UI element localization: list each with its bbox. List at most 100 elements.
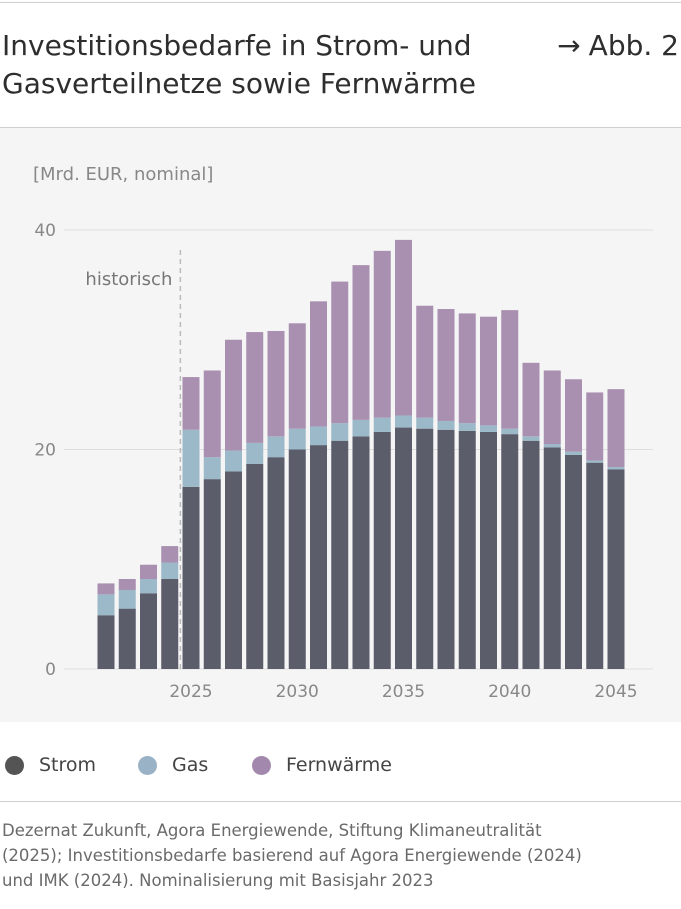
chart-title: Investitionsbedarfe in Strom- und Gasver… [2,27,542,103]
bar-segment-gas [395,415,412,428]
bar-segment-fernwrme [267,330,285,437]
bar-segment-gas [480,425,497,432]
bar-segment-strom [501,434,519,669]
bar-segment-gas [118,589,136,609]
source-divider [0,801,681,802]
bar-segment-fernwrme [288,323,306,429]
bar-segment-fernwrme [246,332,264,443]
bar-segment-gas [310,426,327,446]
bar-segment-gas [352,419,370,437]
bar-segment-strom [586,462,604,669]
bar-segment-fernwrme [395,239,412,416]
source-line-2: (2025); Investitionsbedarfe basierend au… [2,846,582,865]
bar-segment-gas [331,423,349,441]
x-tick-label: 2025 [169,682,212,702]
bar-segment-strom [543,447,561,669]
bar-segment-strom [607,469,625,669]
bar-segment-strom [161,579,179,669]
bar-segment-strom [310,445,327,669]
legend-swatch-fernwaerme [252,755,271,775]
header-divider [0,127,681,128]
figure-number: Abb. 2 [588,29,679,62]
bar-segment-strom [437,429,455,669]
bar-segment-strom [140,593,157,669]
legend-label-strom: Strom [39,754,97,776]
legend-swatch-gas [138,755,157,775]
bar-segment-strom [182,486,200,669]
bar-segment-fernwrme [310,301,327,427]
bar-segment-fernwrme [480,316,497,426]
source-note: Dezernat Zukunft, Agora Energiewende, St… [2,818,672,893]
y-unit-label: [Mrd. EUR, nominal] [33,164,213,185]
bar-segment-fernwrme [437,309,455,421]
source-line-1: Dezernat Zukunft, Agora Energiewende, St… [2,821,542,840]
x-tick-label: 2040 [488,682,531,702]
bar-segment-strom [246,463,264,669]
bar-segment-fernwrme [97,583,115,595]
legend-label-fernwaerme: Fernwärme [286,754,392,776]
bar-segment-gas [543,444,561,448]
bar-segment-fernwrme [373,250,391,418]
bar-segment-gas [373,417,391,432]
bar-segment-gas [522,436,540,441]
y-tick-label: 40 [34,221,56,241]
x-tick-label: 2035 [382,682,425,702]
bar-segment-strom [480,431,497,669]
legend-item-strom: Strom [5,745,96,785]
bar-segment-fernwrme [565,379,582,452]
legend: Strom Gas Fernwärme [0,745,681,785]
bar-segment-fernwrme [522,362,540,437]
bar-segment-strom [395,427,412,669]
legend-label-gas: Gas [172,754,209,776]
chart-panel: [Mrd. EUR, nominal] 0 20 40 historisch 2025 20… [0,128,681,722]
bar-segment-gas [203,457,221,480]
arrow-right-icon: → [557,29,581,62]
figure-reference: → Abb. 2 [557,27,679,65]
legend-item-gas: Gas [138,745,208,785]
bar-segment-fernwrme [331,281,349,424]
bar-segment-gas [161,562,179,580]
x-tick-label: 2045 [594,682,637,702]
bar-segment-gas [458,423,476,431]
bar-segment-strom [565,454,582,669]
bar-segment-strom [118,608,136,669]
bar-segment-strom [352,436,370,669]
bar-segment-gas [501,428,519,435]
bar-segment-gas [182,429,200,487]
bar-segment-gas [586,460,604,463]
x-tick-label: 2030 [276,682,319,702]
bar-segment-gas [565,451,582,455]
y-tick-label: 20 [34,441,56,461]
bar-segment-strom [331,440,349,669]
bar-segment-gas [267,436,285,458]
historic-annotation: historisch [85,269,172,290]
bar-segment-fernwrme [607,389,625,468]
legend-swatch-strom [5,755,24,775]
bar-segment-gas [416,417,434,429]
bar-segment-fernwrme [416,305,434,418]
bar-segment-fernwrme [543,370,561,445]
bar-segment-gas [607,467,625,470]
bar-segment-gas [225,450,242,472]
bar-segment-gas [140,579,157,594]
bar-segment-fernwrme [501,310,519,429]
bar-segment-fernwrme [586,392,604,461]
bar-segment-gas [246,442,264,464]
legend-item-fernwaerme: Fernwärme [252,745,392,785]
bar-segment-gas [97,594,115,616]
top-divider [0,2,681,3]
bar-segment-fernwrme [458,313,476,424]
bar-segment-strom [267,457,285,669]
bar-segment-strom [522,440,540,669]
bar-segment-fernwrme [203,370,221,458]
bar-segment-fernwrme [352,265,370,420]
title-line-1: Investitionsbedarfe in Strom- und [2,29,472,62]
bar-segment-gas [288,428,306,450]
source-line-3: und IMK (2024). Nominalisierung mit Basi… [2,871,434,890]
bar-segment-fernwrme [140,564,157,580]
bar-segment-strom [288,449,306,669]
bar-segment-strom [97,615,115,669]
bar-segment-fernwrme [118,579,136,590]
bar-segment-fernwrme [225,339,242,451]
